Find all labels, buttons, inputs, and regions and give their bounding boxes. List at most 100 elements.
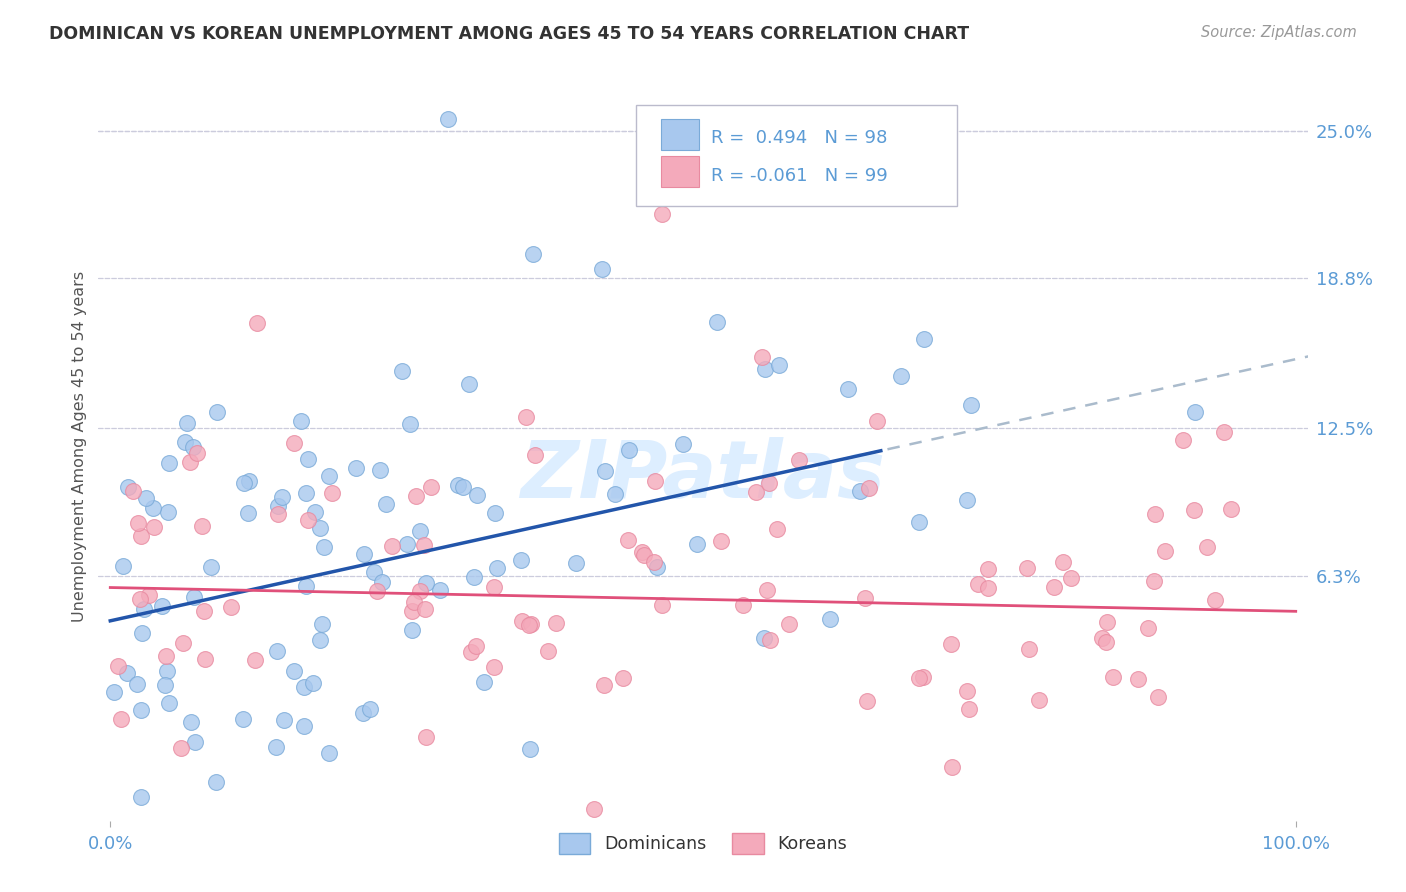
- Point: [957, 701, 980, 715]
- Point: [766, 522, 789, 536]
- Point: [849, 484, 872, 499]
- Point: [1147, 690, 1170, 705]
- Point: [603, 487, 626, 501]
- Point: [264, 739, 287, 754]
- Point: [967, 577, 990, 591]
- Point: [1204, 592, 1226, 607]
- Point: [366, 584, 388, 599]
- Point: [1184, 404, 1206, 418]
- Point: [157, 456, 180, 470]
- Point: [591, 261, 613, 276]
- Point: [318, 469, 340, 483]
- Point: [460, 645, 482, 659]
- Point: [463, 570, 485, 584]
- Legend: Dominicans, Koreans: Dominicans, Koreans: [553, 826, 853, 861]
- Point: [402, 594, 425, 608]
- Point: [127, 516, 149, 530]
- Point: [107, 659, 129, 673]
- Point: [458, 376, 481, 391]
- Point: [153, 678, 176, 692]
- Point: [908, 671, 931, 685]
- Point: [122, 484, 145, 499]
- Point: [519, 742, 541, 756]
- Point: [731, 599, 754, 613]
- Point: [135, 491, 157, 505]
- Point: [593, 678, 616, 692]
- Point: [297, 513, 319, 527]
- Point: [238, 474, 260, 488]
- FancyBboxPatch shape: [637, 105, 957, 206]
- Point: [117, 480, 139, 494]
- Point: [1195, 540, 1218, 554]
- Point: [1015, 560, 1038, 574]
- Point: [273, 713, 295, 727]
- Text: R = -0.061   N = 99: R = -0.061 N = 99: [711, 168, 889, 186]
- Point: [778, 617, 800, 632]
- Point: [619, 443, 641, 458]
- Point: [352, 706, 374, 720]
- Point: [486, 561, 509, 575]
- Point: [142, 500, 165, 515]
- Point: [172, 636, 194, 650]
- Y-axis label: Unemployment Among Ages 45 to 54 years: Unemployment Among Ages 45 to 54 years: [72, 270, 87, 622]
- Point: [129, 789, 152, 804]
- Point: [391, 364, 413, 378]
- Point: [138, 588, 160, 602]
- Point: [1137, 621, 1160, 635]
- Point: [754, 631, 776, 645]
- Point: [1060, 571, 1083, 585]
- Point: [292, 680, 315, 694]
- Point: [283, 436, 305, 450]
- Point: [464, 639, 486, 653]
- Point: [243, 652, 266, 666]
- Point: [956, 492, 979, 507]
- Point: [787, 453, 810, 467]
- Point: [484, 506, 506, 520]
- Point: [353, 547, 375, 561]
- Point: [176, 416, 198, 430]
- Point: [510, 614, 533, 628]
- Point: [420, 480, 443, 494]
- Point: [1090, 632, 1112, 646]
- Point: [311, 616, 333, 631]
- Point: [1143, 574, 1166, 589]
- Point: [758, 633, 780, 648]
- Point: [184, 735, 207, 749]
- Point: [960, 398, 983, 412]
- Point: [1219, 502, 1241, 516]
- Point: [155, 649, 177, 664]
- Point: [266, 644, 288, 658]
- Point: [685, 537, 707, 551]
- Point: [522, 247, 544, 261]
- Point: [515, 410, 537, 425]
- Point: [142, 520, 165, 534]
- Text: ZIPatlas: ZIPatlas: [520, 437, 886, 515]
- Point: [283, 664, 305, 678]
- Point: [1154, 544, 1177, 558]
- Point: [858, 481, 880, 495]
- Point: [157, 696, 180, 710]
- Point: [183, 591, 205, 605]
- Point: [1102, 670, 1125, 684]
- Point: [644, 474, 666, 488]
- Point: [205, 775, 228, 789]
- Point: [907, 515, 929, 529]
- Point: [191, 518, 214, 533]
- Point: [344, 461, 367, 475]
- Point: [1182, 503, 1205, 517]
- Point: [302, 675, 325, 690]
- Point: [706, 315, 728, 329]
- Point: [308, 632, 330, 647]
- Point: [510, 552, 533, 566]
- Point: [401, 624, 423, 638]
- Point: [267, 499, 290, 513]
- Point: [205, 404, 228, 418]
- Point: [309, 521, 332, 535]
- Point: [890, 369, 912, 384]
- Point: [519, 618, 541, 632]
- Point: [1212, 425, 1234, 439]
- Point: [290, 415, 312, 429]
- Point: [1028, 693, 1050, 707]
- Point: [616, 533, 638, 547]
- Point: [236, 507, 259, 521]
